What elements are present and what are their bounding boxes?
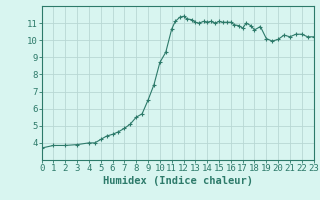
X-axis label: Humidex (Indice chaleur): Humidex (Indice chaleur) (103, 176, 252, 186)
